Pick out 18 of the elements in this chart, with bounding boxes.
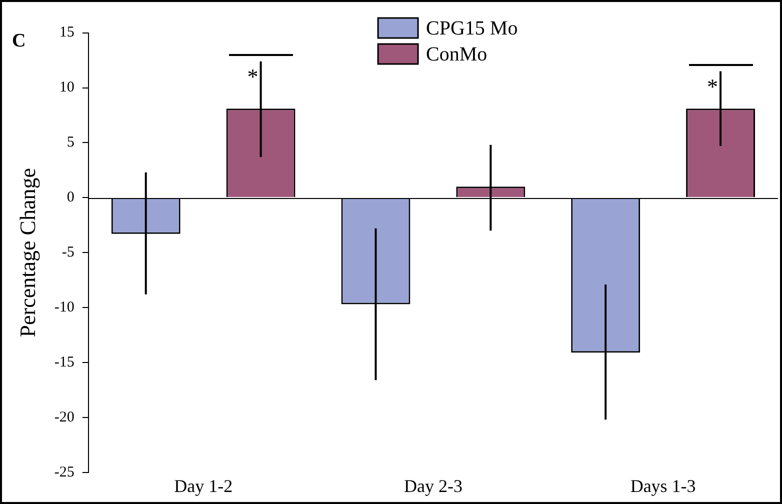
y-tick-label: 0 [66,190,74,206]
y-axis-title: Percentage Change [14,168,40,338]
x-tick-label: Days 1-3 [630,476,696,496]
annotation: * [707,74,718,99]
chart-title: C [12,30,26,52]
legend-label: CPG15 Mo [426,17,518,40]
y-tick-label: 5 [66,134,74,151]
y-tick-label: 15 [59,24,74,41]
x-tick-label: Day 2-3 [404,476,462,496]
y-tick-label: -5 [62,244,74,261]
x-tick-label: Day 1-2 [174,476,233,496]
y-tick-label: -25 [54,464,74,480]
y-tick-label: -20 [54,409,74,426]
y-tick-label: 10 [59,80,74,96]
legend-label: ConMo [426,43,488,66]
y-tick-label: -10 [54,299,74,316]
y-tick-label: -15 [54,354,74,370]
annotation: * [247,64,258,89]
